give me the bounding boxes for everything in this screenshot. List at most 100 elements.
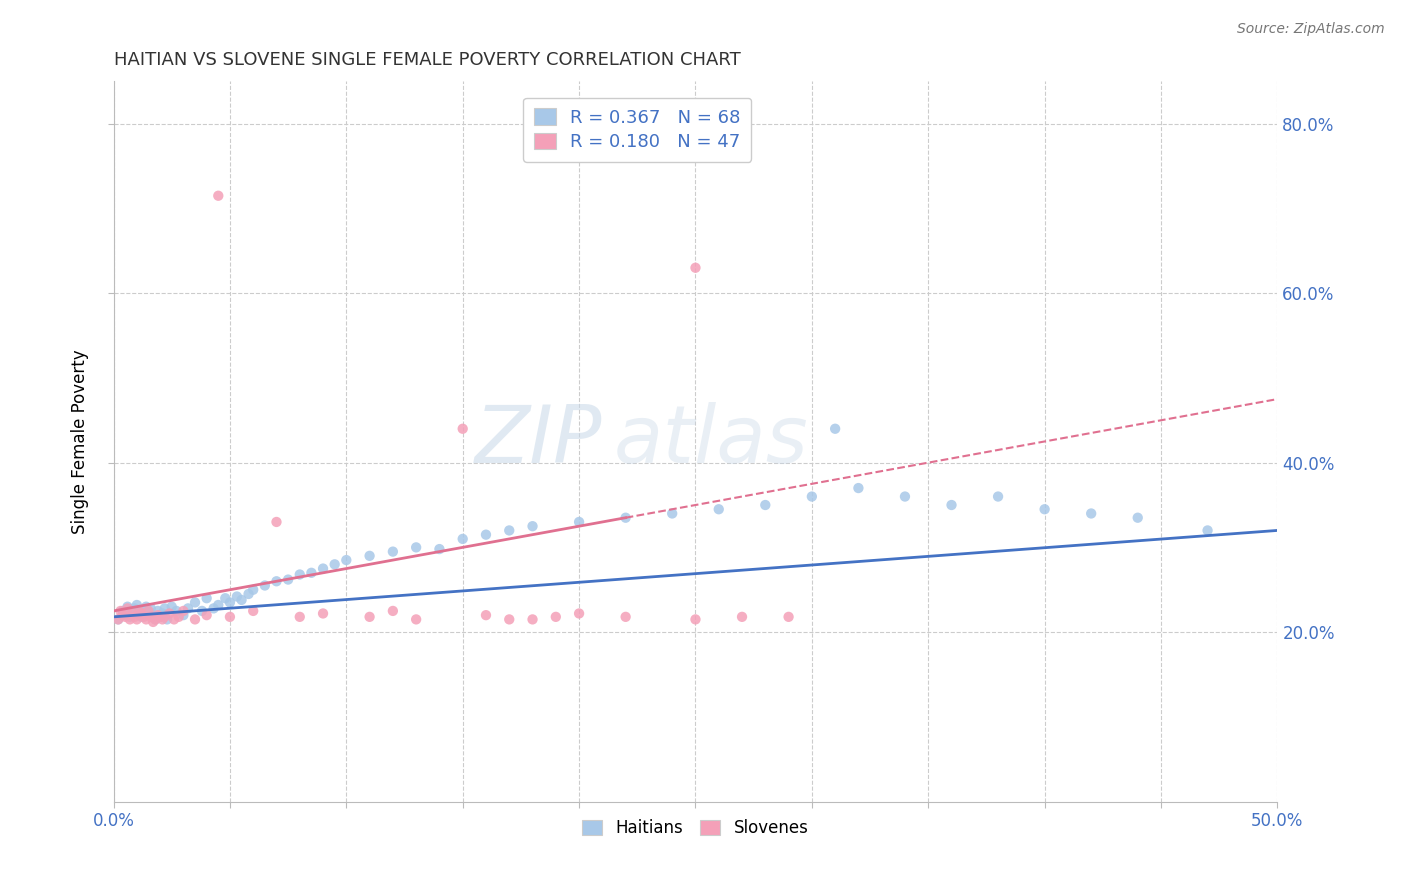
Point — [156, 612, 179, 626]
Point — [475, 608, 498, 623]
Point — [614, 610, 637, 624]
Point — [142, 615, 165, 629]
Point — [800, 490, 823, 504]
Point — [107, 612, 129, 626]
Point — [498, 524, 520, 538]
Point — [238, 587, 260, 601]
Point — [124, 610, 146, 624]
Point — [124, 601, 146, 615]
Point — [288, 610, 311, 624]
Point — [114, 610, 136, 624]
Point — [1126, 510, 1149, 524]
Point — [1080, 507, 1102, 521]
Point — [177, 601, 200, 615]
Point — [299, 566, 322, 580]
Point — [152, 607, 174, 621]
Text: atlas: atlas — [614, 402, 808, 481]
Point — [253, 578, 276, 592]
Point — [146, 604, 169, 618]
Point — [312, 561, 335, 575]
Point — [451, 532, 474, 546]
Point — [163, 612, 186, 626]
Point — [359, 610, 381, 624]
Point — [153, 610, 176, 624]
Text: Source: ZipAtlas.com: Source: ZipAtlas.com — [1237, 22, 1385, 37]
Point — [167, 610, 190, 624]
Point — [207, 188, 229, 202]
Point — [381, 604, 404, 618]
Point — [544, 610, 567, 624]
Point — [139, 601, 162, 615]
Point — [731, 610, 754, 624]
Point — [184, 612, 207, 626]
Point — [153, 601, 176, 615]
Point — [149, 610, 172, 624]
Point — [184, 595, 207, 609]
Point — [498, 612, 520, 626]
Point — [242, 604, 264, 618]
Point — [359, 549, 381, 563]
Point — [117, 599, 139, 614]
Point — [121, 607, 143, 621]
Point — [114, 608, 136, 623]
Point — [226, 590, 249, 604]
Point — [219, 595, 242, 609]
Point — [685, 260, 707, 275]
Point — [405, 541, 427, 555]
Point — [987, 490, 1010, 504]
Point — [231, 593, 253, 607]
Y-axis label: Single Female Poverty: Single Female Poverty — [72, 349, 89, 533]
Point — [139, 610, 162, 624]
Legend: Haitians, Slovenes: Haitians, Slovenes — [576, 813, 815, 844]
Point — [152, 612, 174, 626]
Point — [707, 502, 730, 516]
Point — [288, 567, 311, 582]
Point — [894, 490, 917, 504]
Point — [614, 510, 637, 524]
Point — [191, 604, 214, 618]
Point — [172, 608, 194, 623]
Point — [381, 544, 404, 558]
Point — [138, 607, 160, 621]
Point — [214, 591, 236, 606]
Point — [131, 607, 153, 621]
Point — [110, 604, 132, 618]
Point — [941, 498, 963, 512]
Point — [135, 612, 157, 626]
Point — [165, 604, 187, 618]
Point — [125, 604, 148, 618]
Point — [661, 507, 683, 521]
Point — [195, 608, 218, 623]
Point — [754, 498, 776, 512]
Point — [117, 601, 139, 615]
Point — [132, 604, 155, 618]
Point — [160, 599, 183, 614]
Point — [202, 601, 225, 615]
Point — [568, 607, 591, 621]
Point — [142, 608, 165, 623]
Point — [135, 599, 157, 614]
Point — [146, 608, 169, 623]
Point — [145, 612, 167, 626]
Point — [429, 542, 451, 557]
Point — [207, 598, 229, 612]
Point — [778, 610, 800, 624]
Point — [125, 598, 148, 612]
Text: HAITIAN VS SLOVENE SINGLE FEMALE POVERTY CORRELATION CHART: HAITIAN VS SLOVENE SINGLE FEMALE POVERTY… — [114, 51, 741, 69]
Point — [522, 612, 544, 626]
Point — [128, 604, 150, 618]
Point — [118, 610, 141, 624]
Point — [277, 573, 299, 587]
Point — [824, 422, 846, 436]
Point — [132, 610, 155, 624]
Point — [685, 612, 707, 626]
Text: ZIP: ZIP — [475, 402, 602, 481]
Point — [568, 515, 591, 529]
Point — [131, 610, 153, 624]
Point — [848, 481, 870, 495]
Point — [128, 608, 150, 623]
Point — [335, 553, 357, 567]
Point — [405, 612, 427, 626]
Point — [111, 608, 134, 623]
Point — [219, 610, 242, 624]
